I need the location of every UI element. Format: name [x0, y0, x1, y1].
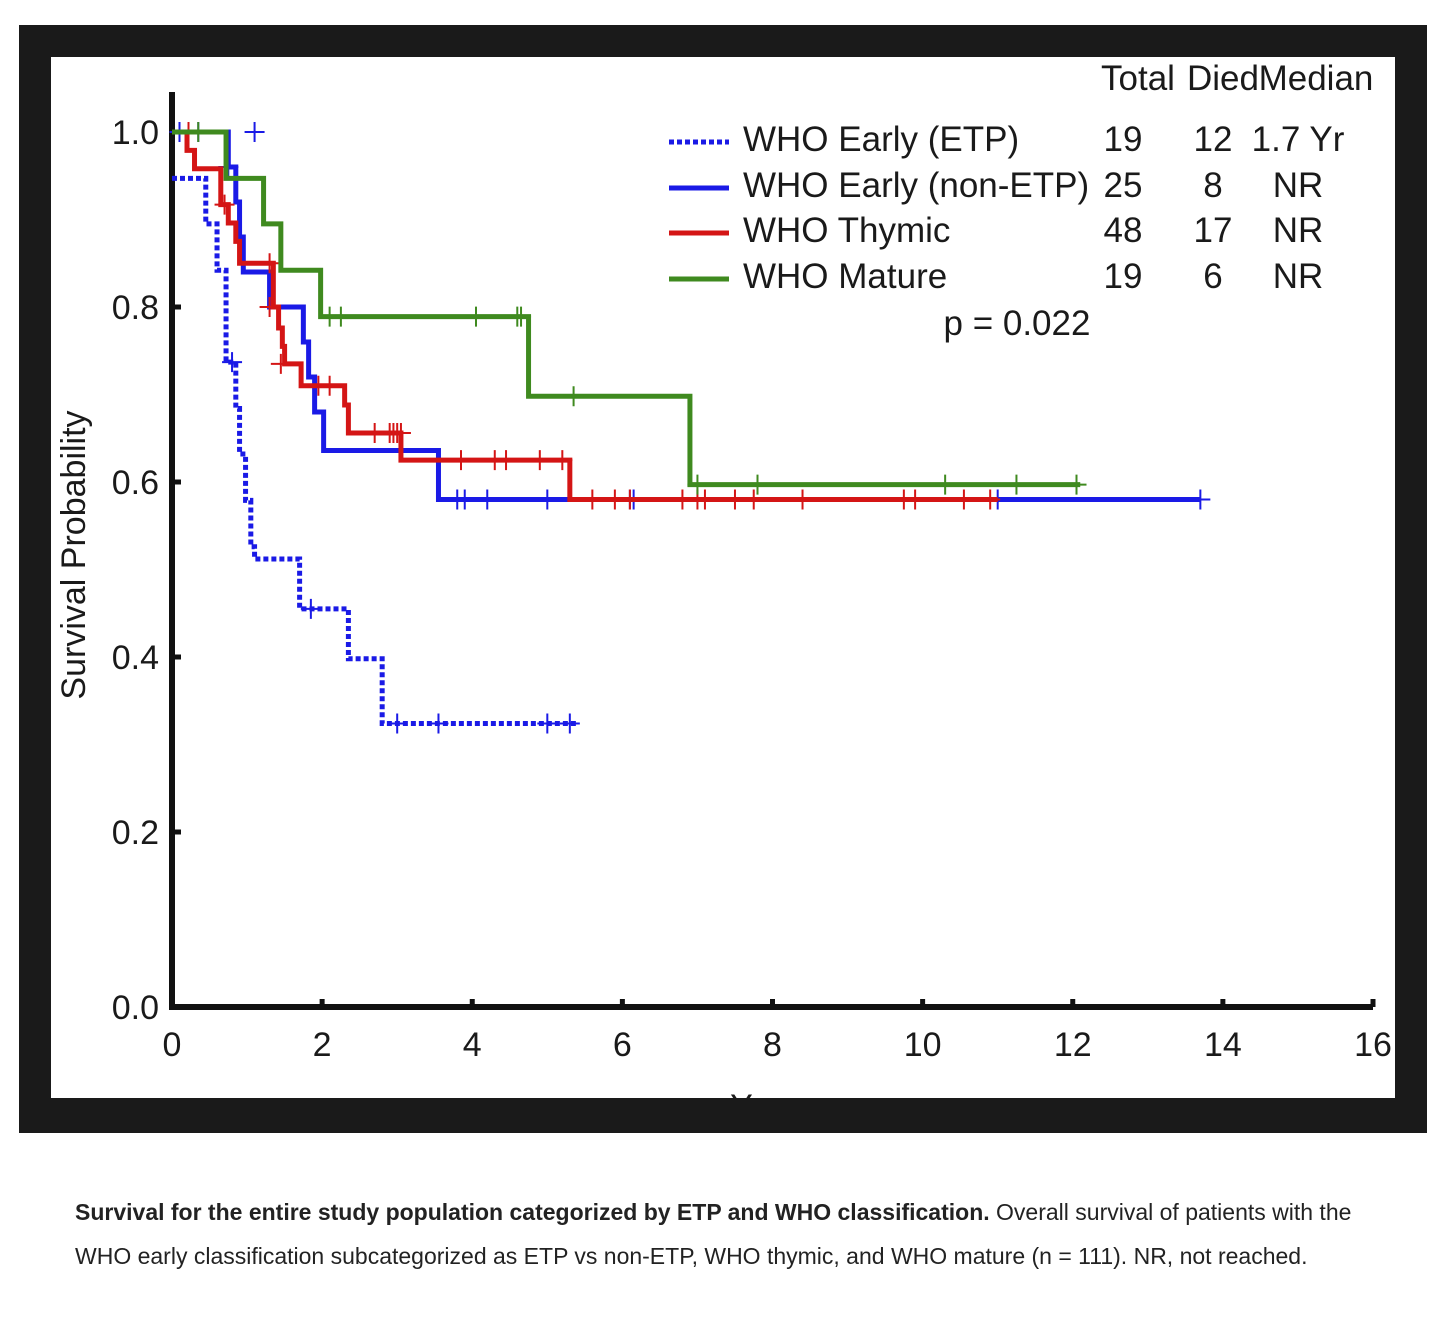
legend-median: 1.7 Yr — [1252, 120, 1345, 159]
survival-chart: 0 2 4 6 8 10 12 14 16 0.0 0.2 0.4 0.6 0.8 1.0 Years Surv… — [55, 59, 1392, 1098]
x-axis-title: Years — [730, 1088, 816, 1098]
y-tick-label: 0.4 — [112, 639, 159, 677]
legend-header-median: Median — [1259, 59, 1374, 98]
x-tick-label: 6 — [613, 1026, 632, 1064]
legend-label: WHO Thymic — [743, 211, 950, 250]
x-tick-label: 12 — [1054, 1026, 1092, 1064]
y-tick-label: 0.2 — [112, 814, 159, 852]
x-tick-label: 16 — [1354, 1026, 1392, 1064]
x-tick-label: 8 — [763, 1026, 782, 1064]
legend-label: WHO Early (ETP) — [743, 120, 1019, 159]
figure-frame: 0 2 4 6 8 10 12 14 16 0.0 0.2 0.4 0.6 0.8 1.0 Years Surv… — [19, 25, 1427, 1133]
series-line — [172, 129, 1201, 502]
legend-median: NR — [1273, 257, 1324, 296]
legend-died: 17 — [1194, 211, 1233, 250]
legend-median: NR — [1273, 211, 1324, 250]
x-tick-label: 0 — [163, 1026, 182, 1064]
legend-label: WHO Mature — [743, 257, 947, 296]
legend-total: 25 — [1104, 166, 1143, 205]
legend-header-died: Died — [1187, 59, 1259, 98]
legend-total: 48 — [1104, 211, 1143, 250]
legend-label: WHO Early (non-ETP) — [743, 166, 1089, 205]
legend-died: 6 — [1203, 257, 1222, 296]
y-tick-label: 0.6 — [112, 464, 159, 502]
legend-died: 12 — [1194, 120, 1233, 159]
caption-title: Survival for the entire study population… — [75, 1199, 990, 1225]
y-axis-title: Survival Probability — [55, 410, 93, 699]
y-tick-label: 0.8 — [112, 289, 159, 327]
x-tick-label: 2 — [313, 1026, 332, 1064]
legend-died: 8 — [1203, 166, 1222, 205]
y-tick-label: 1.0 — [112, 114, 159, 152]
plot-panel: 0 2 4 6 8 10 12 14 16 0.0 0.2 0.4 0.6 0.8 1.0 Years Surv… — [51, 57, 1395, 1098]
series-line — [172, 175, 578, 726]
series-line — [172, 129, 1081, 488]
legend-median: NR — [1273, 166, 1324, 205]
caption-text: Overall survival of patients with the WH… — [75, 1199, 1352, 1269]
p-value-label: p = 0.022 — [944, 304, 1091, 343]
legend-total: 19 — [1104, 257, 1143, 296]
legend-header-total: Total — [1101, 59, 1175, 98]
legend-total: 19 — [1104, 120, 1143, 159]
figure-caption: Survival for the entire study population… — [75, 1190, 1375, 1278]
x-tick-label: 4 — [463, 1026, 482, 1064]
y-tick-label: 0.0 — [112, 989, 159, 1027]
series-line — [172, 129, 998, 502]
x-tick-label: 14 — [1204, 1026, 1242, 1064]
x-tick-label: 10 — [904, 1026, 942, 1064]
